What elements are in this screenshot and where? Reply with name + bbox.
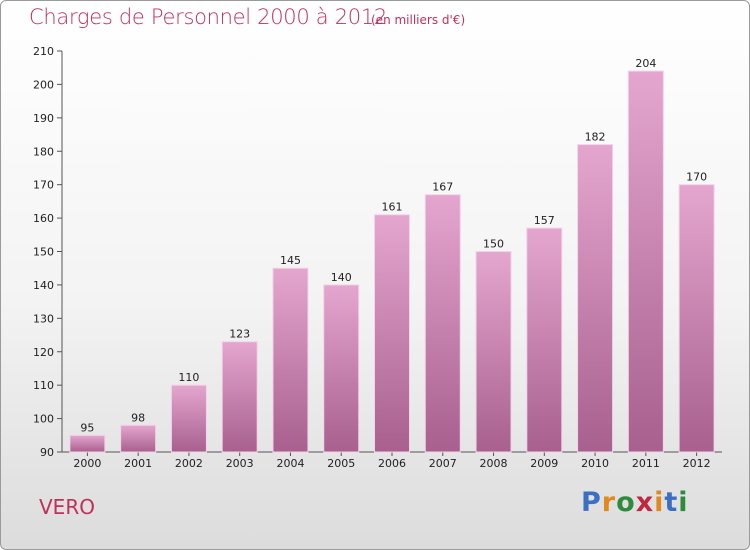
data-label: 204 (635, 57, 656, 70)
data-label: 161 (382, 201, 403, 214)
y-tick-label: 120 (33, 346, 54, 359)
x-tick-label: 2006 (378, 457, 406, 470)
logo-letter: r (601, 487, 617, 518)
chart-subtitle: (en milliers d'€) (371, 13, 466, 27)
logo-letter: o (616, 487, 636, 518)
x-tick-label: 2008 (480, 457, 508, 470)
proxiti-logo[interactable]: Proxiti (581, 487, 689, 518)
y-tick-label: 140 (33, 279, 54, 292)
y-tick-label: 200 (33, 78, 54, 91)
y-tick-label: 150 (33, 246, 54, 259)
chart-title: Charges de Personnel 2000 à 2012 (29, 5, 387, 29)
bar (475, 251, 512, 453)
bar (374, 214, 410, 453)
y-tick-label: 160 (33, 212, 54, 225)
x-tick-label: 2011 (632, 457, 660, 470)
data-label: 123 (229, 328, 250, 341)
bar (272, 267, 309, 453)
data-label: 110 (178, 371, 199, 384)
data-label: 140 (331, 271, 352, 284)
x-tick-label: 2009 (530, 457, 558, 470)
bar (526, 227, 563, 453)
x-tick-label: 2010 (581, 457, 609, 470)
data-label: 150 (483, 238, 504, 251)
logo-letter: i (678, 487, 689, 518)
logo-letter: t (664, 487, 679, 518)
bar (120, 424, 157, 453)
data-label: 167 (432, 181, 453, 194)
data-label: 157 (534, 214, 555, 227)
y-tick-label: 170 (33, 179, 54, 192)
bar (69, 434, 106, 453)
commune-name: VERO (39, 495, 95, 519)
x-tick-label: 2000 (73, 457, 101, 470)
data-label: 145 (280, 254, 301, 267)
data-label: 170 (686, 171, 707, 184)
bar (577, 144, 614, 453)
y-tick-label: 190 (33, 112, 54, 125)
data-label: 98 (131, 411, 145, 424)
bar (221, 341, 258, 453)
logo-letter: x (635, 487, 655, 518)
y-tick-label: 210 (33, 45, 54, 58)
x-tick-label: 2007 (429, 457, 457, 470)
x-tick-label: 2002 (175, 457, 203, 470)
y-tick-label: 110 (33, 379, 54, 392)
bar (678, 184, 715, 453)
bar (627, 70, 664, 453)
x-tick-label: 2005 (327, 457, 355, 470)
x-tick-label: 2012 (683, 457, 711, 470)
logo-letter: P (581, 487, 602, 518)
x-tick-label: 2003 (226, 457, 254, 470)
logo-letter: i (654, 487, 665, 518)
y-tick-label: 130 (33, 312, 54, 325)
y-tick-label: 90 (40, 446, 54, 459)
data-label: 182 (585, 131, 606, 144)
y-tick-label: 180 (33, 145, 54, 158)
bar (424, 194, 461, 453)
x-tick-label: 2001 (124, 457, 152, 470)
bar (170, 384, 207, 453)
bar (323, 284, 360, 453)
data-label: 95 (80, 421, 94, 434)
x-tick-label: 2004 (276, 457, 304, 470)
y-tick-label: 100 (33, 413, 54, 426)
